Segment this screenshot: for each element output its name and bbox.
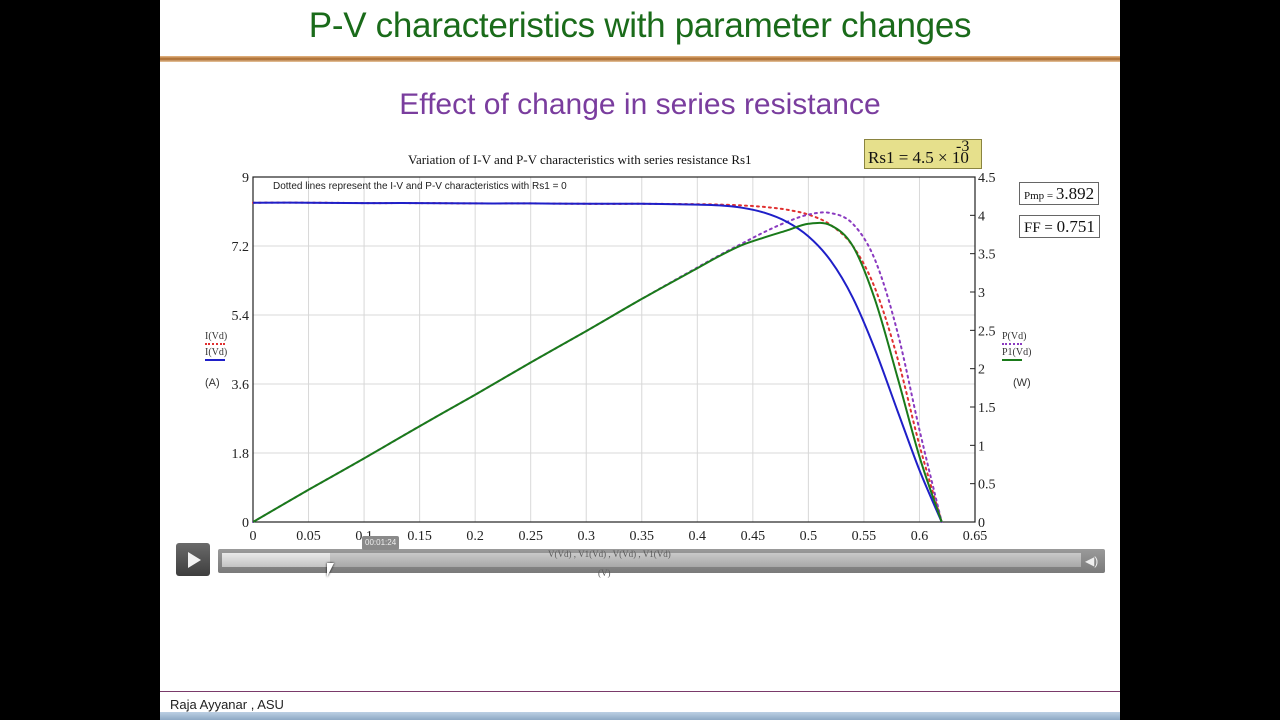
seek-progress [222, 553, 330, 567]
svg-text:0.65: 0.65 [963, 529, 988, 544]
svg-text:3.5: 3.5 [978, 248, 996, 263]
axis-ticks: 00.050.10.150.20.250.30.350.40.450.50.55… [232, 171, 996, 544]
svg-text:0.15: 0.15 [407, 529, 432, 544]
pv-curve-rs [252, 221, 943, 523]
pmp-box: Pmp = 3.892 [1019, 182, 1100, 205]
svg-text:0.6: 0.6 [911, 529, 929, 544]
svg-text:0.55: 0.55 [852, 529, 877, 544]
svg-text:1: 1 [978, 439, 985, 454]
svg-text:5.4: 5.4 [232, 309, 250, 324]
pmp-value: 3.892 [1055, 184, 1095, 203]
slide-subtitle: Effect of change in series resistance [399, 88, 881, 121]
legend-iv-rs0-label: I(Vd) [205, 331, 228, 342]
mouse-cursor-icon [327, 563, 334, 577]
seek-time-tooltip: 00:01:24 [362, 536, 400, 550]
footer-author: Raja Ayyanar , ASU [170, 697, 284, 712]
legend-iv-rs-label: I(Vd) [205, 347, 228, 358]
svg-text:4.5: 4.5 [978, 171, 996, 186]
svg-text:0: 0 [978, 516, 985, 531]
legend-pv-rs-label: P1(Vd) [1002, 347, 1032, 358]
ff-value: 0.751 [1056, 217, 1095, 236]
ff-label: FF = [1024, 220, 1057, 236]
legend-pv-rs0-swatch [1002, 343, 1022, 345]
plot-frame [252, 176, 976, 523]
svg-text:7.2: 7.2 [232, 240, 250, 255]
legend-pv-rs-swatch [1002, 359, 1022, 361]
svg-text:0.3: 0.3 [577, 529, 595, 544]
iv-pv-plot: 00.050.10.150.20.250.30.350.40.450.50.55… [232, 171, 996, 544]
iv-curve-rs [252, 201, 943, 523]
svg-text:0.5: 0.5 [800, 529, 818, 544]
x-axis-vars-label: V(Vd) , V1(Vd) , V(Vd) , V1(Vd) [548, 549, 671, 559]
legend-right: P(Vd) P1(Vd) [1002, 331, 1031, 361]
x-axis-unit: (V) [598, 568, 611, 578]
svg-text:3.6: 3.6 [232, 378, 250, 393]
seek-remaining [330, 553, 1081, 567]
rs-parameter-box: Rs1 = 4.5 × 10 -3 [864, 138, 982, 169]
pmp-label: Pmp = [1024, 190, 1056, 202]
plot-curves [252, 201, 943, 523]
svg-text:4: 4 [978, 209, 985, 224]
legend-pv-rs0-label: P(Vd) [1002, 331, 1027, 342]
pv-curve-rs0 [252, 211, 943, 523]
right-unit: (W) [1013, 377, 1031, 389]
svg-text:2.5: 2.5 [978, 324, 996, 339]
volume-icon[interactable]: ◀) [1085, 554, 1099, 568]
footer-divider [160, 691, 1120, 692]
svg-text:1.5: 1.5 [978, 401, 996, 416]
svg-text:2: 2 [978, 363, 985, 378]
svg-text:0.2: 0.2 [466, 529, 484, 544]
rs-value: Rs1 = 4.5 × 10 [868, 148, 969, 167]
plot-grid [253, 177, 975, 522]
legend-left-dotted: I(Vd) I(Vd) [205, 331, 227, 361]
svg-text:0.35: 0.35 [630, 529, 655, 544]
dotted-lines-annotation: Dotted lines represent the I-V and P-V c… [273, 181, 567, 192]
title-divider [160, 56, 1120, 62]
svg-text:0.05: 0.05 [296, 529, 321, 544]
svg-text:3: 3 [978, 286, 985, 301]
svg-text:0.4: 0.4 [689, 529, 707, 544]
svg-text:0.25: 0.25 [518, 529, 543, 544]
seek-bar[interactable]: ◀) 00:01:24 [218, 536, 1105, 573]
slide: P-V characteristics with parameter chang… [160, 0, 1120, 720]
svg-text:0: 0 [250, 529, 257, 544]
rs-exponent: -3 [956, 138, 970, 155]
svg-text:1.8: 1.8 [232, 447, 250, 462]
legend-iv-rs-swatch [205, 359, 225, 361]
svg-text:9: 9 [242, 171, 249, 186]
left-unit: (A) [205, 377, 220, 389]
play-button[interactable] [176, 543, 210, 576]
slide-title: P-V characteristics with parameter chang… [308, 6, 972, 45]
os-taskbar [160, 712, 1120, 720]
legend-iv-rs0-swatch [205, 343, 225, 345]
chart-title: Variation of I-V and P-V characteristics… [408, 152, 752, 167]
video-player: ◀) 00:01:24 V(Vd) , V1(Vd) , V(Vd) , V1(… [176, 536, 1106, 579]
ff-box: FF = 0.751 [1019, 215, 1100, 238]
iv-curve-rs0 [252, 201, 943, 523]
svg-text:0.5: 0.5 [978, 478, 996, 493]
svg-text:0.45: 0.45 [741, 529, 766, 544]
svg-text:0: 0 [242, 516, 249, 531]
